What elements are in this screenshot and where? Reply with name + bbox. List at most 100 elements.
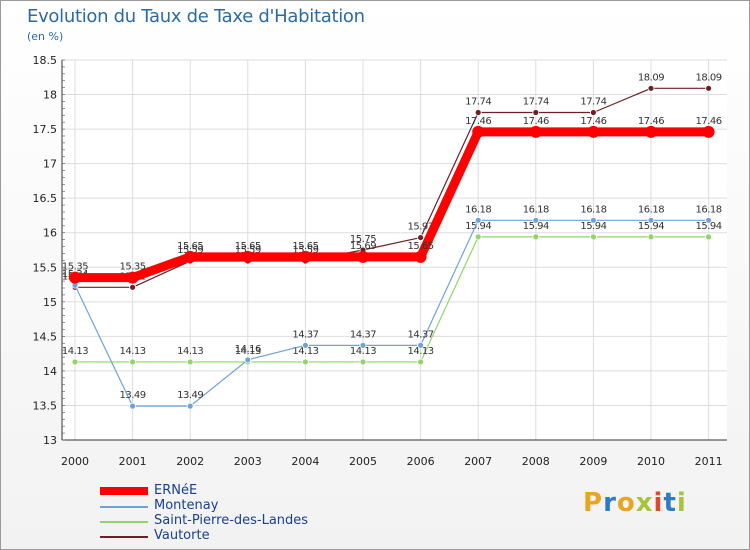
logo-letter: o xyxy=(616,488,636,518)
y-tick-label: 14.5 xyxy=(33,330,58,343)
data-label: 15.59 xyxy=(235,245,261,256)
data-label: 14.37 xyxy=(292,329,318,340)
data-point xyxy=(299,250,312,263)
data-label: 15.35 xyxy=(62,262,88,273)
data-label: 15.94 xyxy=(580,221,606,232)
data-label: 15.59 xyxy=(177,245,203,256)
y-tick-label: 13.5 xyxy=(33,399,58,412)
data-point xyxy=(474,233,482,241)
data-label: 17.46 xyxy=(696,116,722,127)
data-point xyxy=(702,125,715,138)
data-point xyxy=(705,84,712,92)
data-point xyxy=(590,216,597,224)
y-tick-label: 15.5 xyxy=(33,261,58,274)
x-tick-label: 2001 xyxy=(119,455,147,468)
data-point xyxy=(474,216,482,224)
y-tick-label: 14 xyxy=(43,365,57,378)
series-line xyxy=(74,219,710,407)
data-point xyxy=(244,356,252,364)
data-label: 13.49 xyxy=(120,390,146,401)
data-point xyxy=(184,250,197,263)
y-tick-label: 18.5 xyxy=(33,54,58,67)
data-label: 15.94 xyxy=(696,221,722,232)
data-point xyxy=(186,402,194,410)
data-label: 14.13 xyxy=(408,346,434,357)
data-point xyxy=(129,283,137,291)
data-label: 14.13 xyxy=(62,346,88,357)
data-label: 17.74 xyxy=(580,97,606,108)
data-label: 15.94 xyxy=(638,221,664,232)
legend-swatch-vautorte xyxy=(100,536,148,538)
data-point xyxy=(645,125,657,138)
data-point xyxy=(301,358,309,366)
data-label: 18.09 xyxy=(696,72,722,83)
chart-title: Evolution du Taux de Taxe d'Habitation xyxy=(27,6,365,27)
data-label: 15.94 xyxy=(465,221,491,232)
x-tick-label: 2010 xyxy=(637,455,665,468)
legend-label-saint-pierre: Saint-Pierre-des-Landes xyxy=(154,513,309,528)
data-point xyxy=(359,341,367,349)
data-label: 18.09 xyxy=(638,72,664,83)
data-label: 16.18 xyxy=(523,204,549,215)
data-point xyxy=(359,358,367,366)
data-label: 14.37 xyxy=(408,329,434,340)
data-point xyxy=(647,84,655,92)
series-line xyxy=(74,236,710,363)
data-label: 17.46 xyxy=(580,116,606,127)
data-point xyxy=(474,109,482,116)
y-tick-label: 15 xyxy=(43,296,57,309)
data-label: 15.93 xyxy=(408,222,434,233)
data-point xyxy=(71,358,79,366)
logo-letter: P xyxy=(583,488,604,518)
data-point xyxy=(417,234,425,241)
legend-swatch-montenay xyxy=(100,506,148,508)
data-point xyxy=(472,125,485,138)
data-label: 16.18 xyxy=(638,204,664,215)
data-point xyxy=(647,216,655,224)
data-point xyxy=(532,233,540,241)
y-tick-label: 16.5 xyxy=(33,192,58,205)
y-tick-label: 17 xyxy=(43,158,57,171)
data-label: 17.46 xyxy=(465,116,491,127)
data-label: 13.49 xyxy=(177,390,203,401)
data-label: 17.74 xyxy=(465,97,491,108)
x-tick-label: 2000 xyxy=(61,455,89,468)
data-label: 15.75 xyxy=(350,234,376,245)
logo-letter: t xyxy=(663,488,677,518)
data-point xyxy=(126,271,139,284)
data-label: 15.94 xyxy=(523,221,549,232)
x-tick-label: 2006 xyxy=(407,455,435,468)
y-tick-label: 18 xyxy=(43,89,57,102)
legend-label-montenay: Montenay xyxy=(154,498,219,513)
data-point xyxy=(357,250,369,263)
data-label: 14.13 xyxy=(350,346,376,357)
data-point xyxy=(590,233,597,241)
data-label: 14.37 xyxy=(350,329,376,340)
data-point xyxy=(647,233,655,241)
data-label: 14.13 xyxy=(235,346,261,357)
x-tick-label: 2008 xyxy=(522,455,550,468)
proxiti-logo: Proxiti xyxy=(583,488,687,518)
data-label: 15.65 xyxy=(408,241,434,252)
data-label: 15.65 xyxy=(177,241,203,252)
data-point xyxy=(69,271,81,284)
logo-letter: x xyxy=(635,488,654,518)
legend-label-ernee: ERNéE xyxy=(154,483,198,498)
data-label: 15.69 xyxy=(350,241,376,252)
data-label: 14.16 xyxy=(235,344,261,355)
data-point xyxy=(532,109,540,116)
plot-area xyxy=(62,60,727,440)
x-tick-label: 2002 xyxy=(176,455,204,468)
logo-letter: r xyxy=(603,488,617,518)
data-point xyxy=(129,358,137,366)
x-tick-label: 2011 xyxy=(695,455,723,468)
data-point xyxy=(414,250,427,263)
x-tick-label: 2009 xyxy=(579,455,607,468)
data-point xyxy=(532,216,540,224)
data-point xyxy=(529,125,542,138)
legend-label-vautorte: Vautorte xyxy=(154,528,210,543)
series-line xyxy=(74,87,710,288)
data-point xyxy=(705,233,712,241)
data-label: 15.65 xyxy=(235,241,261,252)
data-label: 17.46 xyxy=(523,116,549,127)
